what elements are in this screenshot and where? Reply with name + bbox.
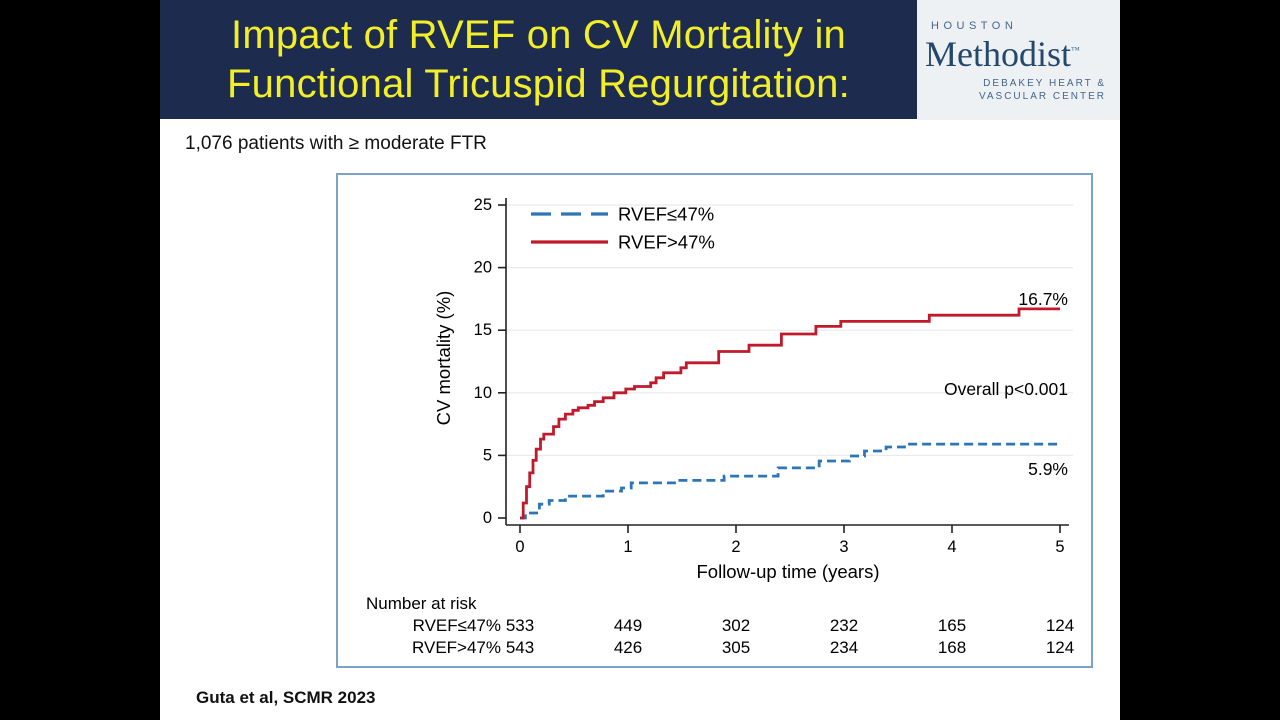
legend-label-rvef-47: RVEF≤47% bbox=[618, 204, 714, 225]
title-banner: Impact of RVEF on CV Mortality in Functi… bbox=[160, 0, 917, 119]
km-curve-rvef-47 bbox=[520, 307, 1060, 520]
risk-row-label-rvef-47: RVEF≤47% bbox=[413, 616, 501, 635]
risk-value: 124 bbox=[1046, 616, 1074, 635]
logo-methodist-text: Methodist™ bbox=[917, 33, 1120, 74]
x-tick-label: 1 bbox=[623, 538, 632, 556]
x-tick-label: 2 bbox=[731, 538, 740, 556]
annotation-final-rate-high-rvef-group: 16.7% bbox=[1018, 289, 1068, 309]
y-tick-label: 10 bbox=[474, 384, 492, 402]
y-tick-label: 25 bbox=[474, 196, 492, 214]
x-tick-label: 4 bbox=[947, 538, 956, 556]
km-curve-rvef-47 bbox=[520, 442, 1060, 520]
y-tick-label: 5 bbox=[483, 446, 492, 464]
trademark-symbol: ™ bbox=[1071, 45, 1080, 55]
risk-table-title: Number at risk bbox=[366, 594, 477, 613]
logo-subline2: VASCULAR CENTER bbox=[978, 91, 1106, 102]
x-tick-label: 0 bbox=[515, 538, 524, 556]
risk-value: 302 bbox=[722, 616, 750, 635]
annotation-final-rate-low-rvef-group: 5.9% bbox=[1028, 459, 1068, 479]
y-tick-label: 20 bbox=[474, 259, 492, 277]
risk-value: 232 bbox=[830, 616, 858, 635]
y-tick-label: 0 bbox=[483, 509, 492, 527]
page-title-line2: Functional Tricuspid Regurgitation: bbox=[227, 61, 850, 106]
x-axis-title: Follow-up time (years) bbox=[697, 561, 880, 582]
cohort-subtitle: 1,076 patients with ≥ moderate FTR bbox=[185, 133, 487, 154]
risk-value: 168 bbox=[938, 638, 966, 657]
risk-value: 533 bbox=[506, 616, 534, 635]
logo-wordmark: Methodist bbox=[925, 34, 1072, 74]
x-tick-label: 5 bbox=[1055, 538, 1064, 556]
logo-subline1: DEBAKEY HEART & bbox=[983, 78, 1106, 89]
page-title-line1: Impact of RVEF on CV Mortality in bbox=[231, 12, 846, 57]
y-axis-title: CV mortality (%) bbox=[433, 291, 454, 426]
risk-value: 543 bbox=[506, 638, 534, 657]
risk-value: 449 bbox=[614, 616, 642, 635]
risk-value: 305 bbox=[722, 638, 750, 657]
risk-value: 426 bbox=[614, 638, 642, 657]
slide-header: Impact of RVEF on CV Mortality in Functi… bbox=[160, 0, 1120, 120]
risk-row-label-rvef-47: RVEF>47% bbox=[412, 638, 501, 657]
logo-houston-text: HOUSTON bbox=[931, 20, 1018, 32]
houston-methodist-logo: HOUSTON Methodist™ DEBAKEY HEART & VASCU… bbox=[917, 0, 1120, 120]
risk-value: 234 bbox=[830, 638, 858, 657]
slide: Impact of RVEF on CV Mortality in Functi… bbox=[160, 0, 1120, 720]
x-tick-label: 3 bbox=[839, 538, 848, 556]
citation: Guta et al, SCMR 2023 bbox=[196, 688, 376, 707]
legend-label-rvef-47: RVEF>47% bbox=[618, 232, 715, 253]
y-tick-label: 15 bbox=[474, 321, 492, 339]
risk-value: 124 bbox=[1046, 638, 1074, 657]
annotation-p-value: Overall p<0.001 bbox=[944, 379, 1068, 399]
km-chart-panel: 0 5 10 15 20 25 0 1 2 3 4 5 Follow-up time (years) CV… bbox=[336, 173, 1093, 668]
risk-value: 165 bbox=[938, 616, 966, 635]
